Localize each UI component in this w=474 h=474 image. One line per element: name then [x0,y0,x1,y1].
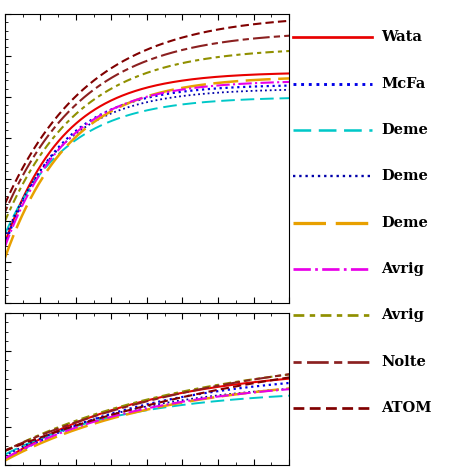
Text: Deme: Deme [382,216,428,230]
Text: Nolte: Nolte [382,355,427,369]
Text: Deme: Deme [382,169,428,183]
Text: ATOM: ATOM [382,401,432,415]
Text: Avrig: Avrig [382,309,424,322]
Text: McFa: McFa [382,77,426,91]
Text: Deme: Deme [382,123,428,137]
Text: Avrig: Avrig [382,262,424,276]
Text: Wata: Wata [382,30,422,44]
